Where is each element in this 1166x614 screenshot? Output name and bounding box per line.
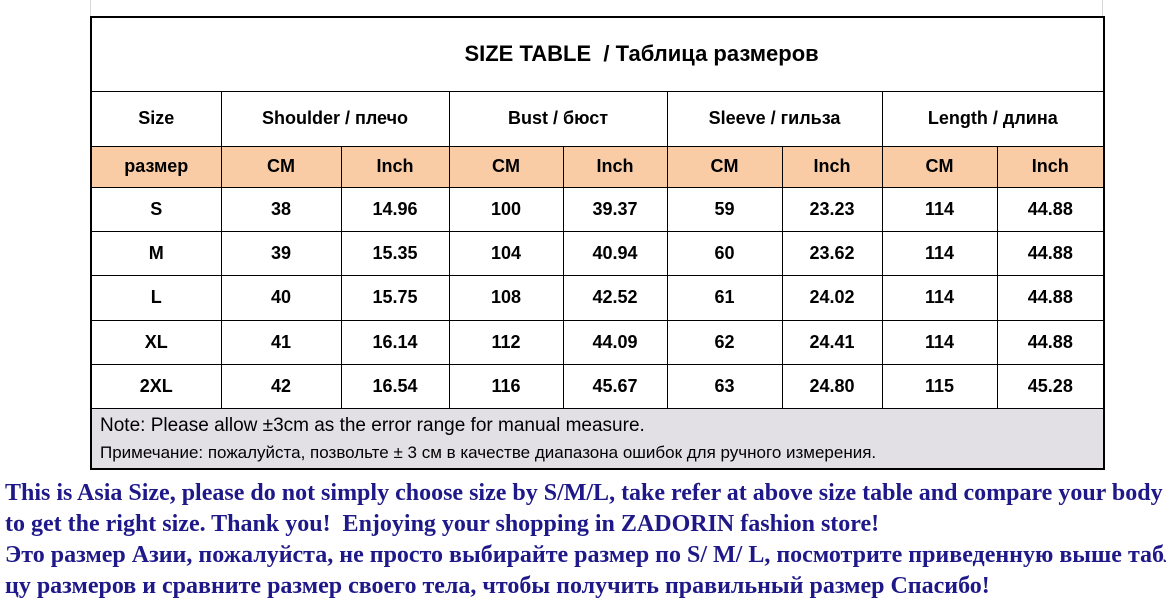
cell-value: 15.35 — [340, 230, 450, 277]
cell-value: 114 — [881, 319, 998, 366]
cell-value: 59 — [666, 186, 783, 232]
subheader-size-ru: размер — [90, 145, 222, 188]
cell-value: 114 — [881, 230, 998, 277]
footer-line-2: to get the right size. Thank you! Enjoyi… — [5, 511, 880, 537]
subheader-length-cm: CM — [881, 145, 998, 188]
cell-value: 104 — [448, 230, 564, 277]
note-row: Note: Please allow ±3cm as the error ran… — [90, 408, 1105, 470]
size-label: M — [90, 230, 222, 277]
cell-value: 39 — [220, 230, 342, 277]
note-text-en: Note: Please allow ±3cm as the error ran… — [100, 415, 645, 437]
size-label: L — [90, 275, 222, 321]
cell-value: 44.88 — [996, 319, 1105, 366]
cell-value: 44.88 — [996, 230, 1105, 277]
cell-value: 61 — [666, 275, 783, 321]
cell-value: 24.02 — [781, 275, 883, 321]
note-cell: Note: Please allow ±3cm as the error ran… — [90, 408, 1105, 470]
subheader-bust-inch: Inch — [562, 145, 668, 188]
subheader-length-inch: Inch — [996, 145, 1105, 188]
subheader-sleeve-cm: CM — [666, 145, 783, 188]
footer-line-1: This is Asia Size, please do not simply … — [5, 480, 1166, 506]
cell-value: 38 — [220, 186, 342, 232]
header-row: Size Shoulder / плечо Bust / бюст Sleeve… — [90, 90, 1105, 147]
col-header-shoulder: Shoulder / плечо — [220, 90, 450, 147]
title-row: SIZE TABLE / Таблица размеров — [90, 16, 1105, 92]
cell-value: 42 — [220, 364, 342, 410]
footer-text: This is Asia Size, please do not simply … — [5, 478, 1166, 602]
col-header-bust: Bust / бюст — [448, 90, 668, 147]
spreadsheet-gridline-stub-right — [1102, 0, 1103, 16]
cell-value: 24.80 — [781, 364, 883, 410]
col-header-sleeve: Sleeve / гильза — [666, 90, 883, 147]
table-row-m: M 39 15.35 104 40.94 60 23.62 114 44.88 — [90, 230, 1105, 277]
table-row-xl: XL 41 16.14 112 44.09 62 24.41 114 44.88 — [90, 319, 1105, 366]
cell-value: 39.37 — [562, 186, 668, 232]
cell-value: 45.67 — [562, 364, 668, 410]
table-row-l: L 40 15.75 108 42.52 61 24.02 114 44.88 — [90, 275, 1105, 321]
footer-line-3: Это размер Азии, пожалуйста, не просто в… — [5, 542, 1166, 568]
table-title: SIZE TABLE / Таблица размеров — [90, 16, 1105, 92]
col-header-size: Size — [90, 90, 222, 147]
cell-value: 108 — [448, 275, 564, 321]
cell-value: 100 — [448, 186, 564, 232]
cell-value: 116 — [448, 364, 564, 410]
subheader-row: размер CM Inch CM Inch CM Inch CM Inch — [90, 145, 1105, 188]
table-row-2xl: 2XL 42 16.54 116 45.67 63 24.80 115 45.2… — [90, 364, 1105, 410]
cell-value: 40.94 — [562, 230, 668, 277]
cell-value: 44.09 — [562, 319, 668, 366]
cell-value: 114 — [881, 186, 998, 232]
size-label: 2XL — [90, 364, 222, 410]
cell-value: 44.88 — [996, 275, 1105, 321]
cell-value: 16.14 — [340, 319, 450, 366]
cell-value: 40 — [220, 275, 342, 321]
subheader-shoulder-cm: CM — [220, 145, 342, 188]
cell-value: 63 — [666, 364, 783, 410]
cell-value: 15.75 — [340, 275, 450, 321]
cell-value: 60 — [666, 230, 783, 277]
subheader-sleeve-inch: Inch — [781, 145, 883, 188]
cell-value: 23.23 — [781, 186, 883, 232]
spreadsheet-gridline-stub-left — [90, 0, 91, 16]
size-label: S — [90, 186, 222, 232]
cell-value: 115 — [881, 364, 998, 410]
cell-value: 62 — [666, 319, 783, 366]
cell-value: 42.52 — [562, 275, 668, 321]
col-header-length: Length / длина — [881, 90, 1105, 147]
cell-value: 41 — [220, 319, 342, 366]
cell-value: 24.41 — [781, 319, 883, 366]
footer-line-4: цу размеров и сравните размер своего тел… — [5, 573, 990, 599]
table-row-s: S 38 14.96 100 39.37 59 23.23 114 44.88 — [90, 186, 1105, 232]
cell-value: 14.96 — [340, 186, 450, 232]
note-text-ru: Примечание: пожалуйста, позвольте ± 3 см… — [100, 443, 877, 463]
cell-value: 16.54 — [340, 364, 450, 410]
subheader-shoulder-inch: Inch — [340, 145, 450, 188]
size-label: XL — [90, 319, 222, 366]
cell-value: 44.88 — [996, 186, 1105, 232]
size-table: SIZE TABLE / Таблица размеров Size Shoul… — [90, 16, 1106, 471]
cell-value: 45.28 — [996, 364, 1105, 410]
cell-value: 112 — [448, 319, 564, 366]
cell-value: 114 — [881, 275, 998, 321]
cell-value: 23.62 — [781, 230, 883, 277]
subheader-bust-cm: CM — [448, 145, 564, 188]
